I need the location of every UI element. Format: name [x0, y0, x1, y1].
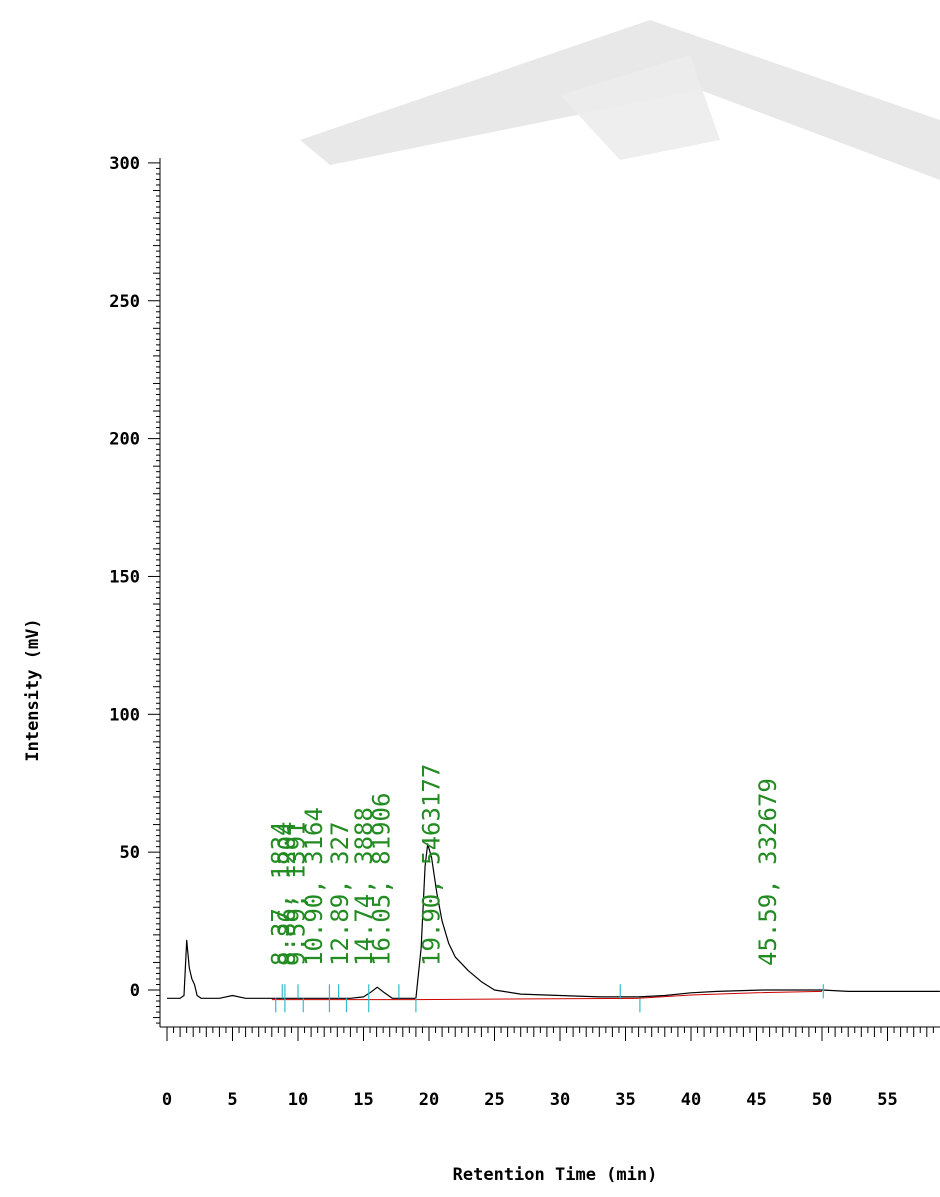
peak-label: 14.74, 3888 [350, 807, 378, 966]
trace-layer [167, 843, 940, 999]
x-tick-label: 10 [288, 1090, 308, 1110]
peak-label: 45.59, 332679 [754, 778, 782, 966]
peak-label: 16.05, 81906 [367, 793, 395, 966]
baseline-layer [271, 990, 823, 1001]
x-tick-label: 5 [227, 1090, 237, 1110]
x-tick-label: 45 [746, 1090, 766, 1110]
x-tick-label: 50 [812, 1090, 832, 1110]
y-tick-label: 100 [109, 705, 140, 725]
x-tick-label: 55 [877, 1090, 897, 1110]
integration-marks [275, 984, 824, 1013]
y-tick-label: 250 [109, 292, 140, 312]
x-tick-label: 15 [353, 1090, 373, 1110]
watermark [300, 20, 940, 180]
peak-label: 8.86, 1204 [273, 822, 301, 967]
peak-label: 10.90, 3164 [300, 807, 328, 966]
x-tick-label: 30 [550, 1090, 570, 1110]
x-tick-label: 20 [419, 1090, 439, 1110]
x-tick-label: 40 [681, 1090, 701, 1110]
x-tick-label: 25 [484, 1090, 504, 1110]
y-tick-label: 200 [109, 430, 140, 450]
y-tick-label: 300 [109, 154, 140, 174]
peak-label: 9.59, 1391 [283, 822, 311, 967]
y-tick-label: 150 [109, 567, 140, 587]
peak-label: 12.89, 327 [326, 822, 354, 967]
axes: 0 50 100 150 200 250 300 0 5 10 15 20 25 30 35 40 45 50 55 [109, 154, 940, 1110]
peak-label: 19.90, 5463177 [418, 764, 446, 966]
x-axis-title: Retention Time (min) [453, 1165, 658, 1185]
y-tick-label: 0 [130, 981, 140, 1001]
x-tick-label: 0 [162, 1090, 172, 1110]
x-tick-label: 35 [615, 1090, 635, 1110]
y-axis-title: Intensity (mV) [23, 618, 43, 761]
series-line [167, 843, 940, 999]
baseline-line [271, 990, 823, 1001]
peak-label: 8.37, 1834 [267, 822, 295, 967]
y-tick-label: 50 [120, 843, 140, 863]
